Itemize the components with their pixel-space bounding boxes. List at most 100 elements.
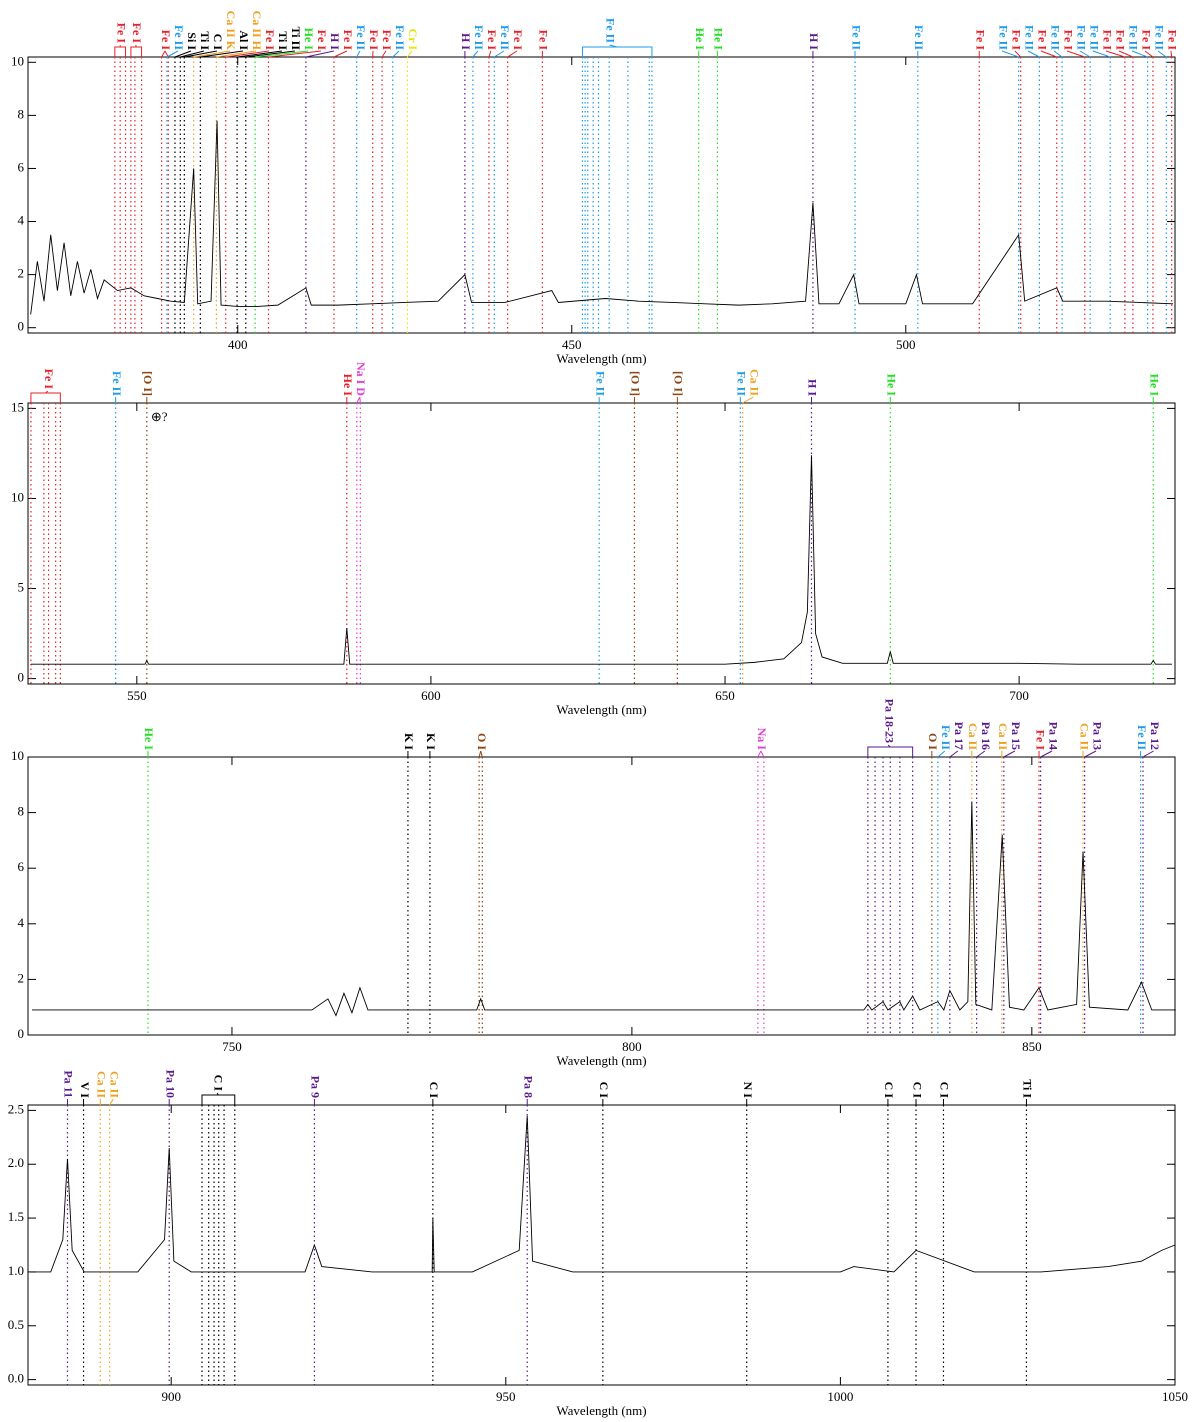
line-id-label: C I [938, 1082, 952, 1099]
x-tick-label: 700 [1009, 688, 1029, 703]
connector [166, 50, 179, 58]
connector [742, 396, 754, 404]
connector [1066, 50, 1085, 58]
line-id-label: Fe I [1009, 30, 1023, 51]
line-id-label: C I [910, 1082, 924, 1099]
connector [1040, 50, 1057, 58]
line-id-label: Ti II [289, 27, 303, 51]
connector [109, 1098, 114, 1106]
line-id-label: Ca II [966, 723, 980, 750]
connector [180, 50, 205, 58]
line-id-label: C I [427, 1082, 441, 1099]
spectrum-line [30, 120, 1174, 315]
line-id-label: Fe II [939, 725, 953, 750]
x-tick-label: 400 [228, 337, 248, 352]
annotation: ⊕? [151, 409, 168, 424]
line-id-label: C I [882, 1082, 896, 1099]
line-id-label: Pa 10 [163, 1070, 177, 1098]
line-id-label: O I [926, 733, 940, 750]
connector [1040, 750, 1053, 758]
connector [507, 50, 518, 58]
line-id-label: Fe I [315, 30, 329, 51]
line-id-label: Fe II [849, 25, 863, 50]
line-id-label: Fe I [1100, 30, 1114, 51]
plot-frame [27, 402, 1176, 685]
line-id-label: [O I] [629, 371, 643, 396]
bracket [130, 46, 143, 57]
y-tick-label: 8 [18, 804, 25, 819]
line-id-label: Fe I [114, 23, 128, 44]
line-id-label: Ca II K [224, 11, 238, 51]
line-id-label: He I [885, 374, 899, 397]
connector [225, 50, 270, 58]
connector [480, 750, 483, 758]
line-id-label: He I [142, 728, 156, 751]
line-id-label: Fe II [1152, 25, 1166, 50]
connector [760, 750, 765, 758]
line-id-label: Cr I [406, 29, 420, 51]
connector [887, 744, 891, 748]
line-id-label: Fe II [354, 25, 368, 50]
y-tick-label: 1.0 [8, 1263, 24, 1278]
connector [356, 396, 361, 404]
connector [937, 750, 946, 758]
line-id-label: Fe I [1061, 30, 1075, 51]
line-id-label: Fe I [1035, 30, 1049, 51]
connector [1079, 50, 1091, 58]
bracket [114, 46, 127, 57]
y-tick-label: 2.0 [8, 1155, 24, 1170]
x-tick-label: 650 [715, 688, 735, 703]
connector [976, 750, 986, 758]
connector [305, 50, 335, 58]
line-id-label: Fe I [159, 30, 173, 51]
line-id-label: He I [693, 28, 707, 51]
connector [268, 50, 322, 58]
line-id-label: Ca II [748, 369, 762, 396]
x-tick-label: 850 [1022, 1039, 1042, 1054]
line-id-label: C I [211, 34, 225, 51]
connector [1001, 50, 1019, 58]
line-id-label: Fe II [735, 371, 749, 396]
connector [488, 50, 492, 58]
line-id-label: Fe I [1033, 730, 1047, 751]
y-tick-label: 4 [18, 213, 25, 228]
connector [1170, 50, 1173, 58]
connector [356, 50, 361, 58]
line-id-label: Pa 16 [979, 722, 993, 750]
line-id-label: Fe I [263, 30, 277, 51]
line-id-label: Ti I [1021, 1079, 1035, 1098]
line-id-label: Fe II [1135, 725, 1149, 750]
line-id-label: Ti I [198, 31, 212, 50]
line-id-label: Fe I [511, 30, 525, 51]
connector [1142, 750, 1154, 758]
line-id-label: Fe II [604, 18, 618, 43]
line-id-label: Pa 11 [62, 1070, 76, 1098]
connector [1084, 750, 1097, 758]
line-id-label: Pa 15 [1009, 722, 1023, 750]
line-id-label: O I [475, 733, 489, 750]
connector [1053, 50, 1063, 58]
line-id-label: Fe II [593, 371, 607, 396]
line-id-label: Al I [237, 30, 251, 50]
y-tick-label: 0 [18, 319, 25, 334]
y-tick-label: 6 [18, 159, 25, 174]
line-id-label: Pa 18-23 [882, 699, 896, 743]
y-tick-label: 5 [18, 580, 25, 595]
connector [1027, 50, 1040, 58]
connector [472, 50, 479, 58]
line-id-label: N I [741, 1082, 755, 1099]
line-id-label: Na I [755, 728, 769, 751]
connector [478, 750, 482, 758]
line-id-label: Fe I [380, 30, 394, 51]
y-tick-label: 10 [11, 53, 24, 68]
connector [1157, 50, 1167, 58]
line-id-label: H I [459, 33, 473, 50]
y-tick-label: 0.0 [8, 1371, 24, 1386]
connector [1014, 50, 1022, 58]
line-id-label: Fe II [996, 25, 1010, 50]
x-tick-label: 500 [896, 337, 916, 352]
line-id-label: Ca II [1077, 723, 1091, 750]
line-id-label: Fe I [130, 23, 144, 44]
connector [255, 50, 309, 58]
